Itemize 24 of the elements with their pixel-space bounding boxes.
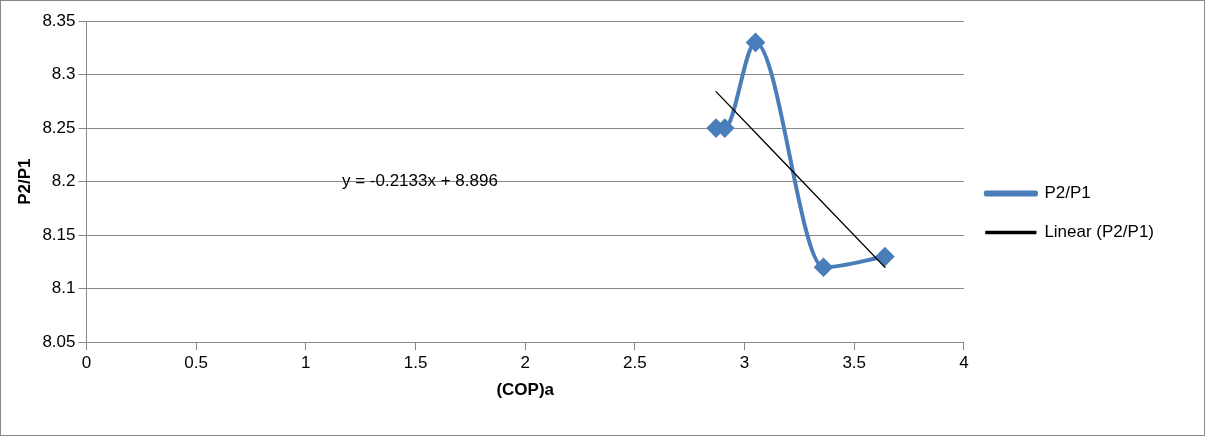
legend-label: Linear (P2/P1) <box>1044 222 1155 242</box>
x-tick-label: 3.5 <box>842 353 867 373</box>
x-tick-label: 3 <box>739 353 750 373</box>
x-tick-label: 2 <box>520 353 530 373</box>
x-tick-label: 0.5 <box>184 353 208 373</box>
x-tick-label: 4 <box>959 353 969 373</box>
y-tick-label: 8.2 <box>51 171 76 191</box>
y-tick-label: 8.05 <box>42 331 76 351</box>
point <box>746 33 765 52</box>
y-tick-label: 8.35 <box>42 10 76 30</box>
y-tick-label: 8.1 <box>51 278 76 298</box>
x-tick-label: 0 <box>81 353 92 373</box>
x-axis-title: (COP)a <box>496 380 555 400</box>
x-tick-label: 2.5 <box>623 353 647 373</box>
point <box>875 247 894 266</box>
y-tick-label: 8.3 <box>51 64 76 84</box>
x-tick-label: 1.5 <box>403 353 428 373</box>
point <box>814 258 833 277</box>
x-tick-label: 1 <box>301 353 311 373</box>
annotation: y = -0.2133x + 8.896 <box>341 171 498 191</box>
y-tick-label: 8.15 <box>42 224 76 244</box>
y-tick-label: 8.25 <box>42 117 76 137</box>
legend-label: P2/P1 <box>1044 183 1091 203</box>
y-axis-title: P2/P1 <box>14 158 34 205</box>
